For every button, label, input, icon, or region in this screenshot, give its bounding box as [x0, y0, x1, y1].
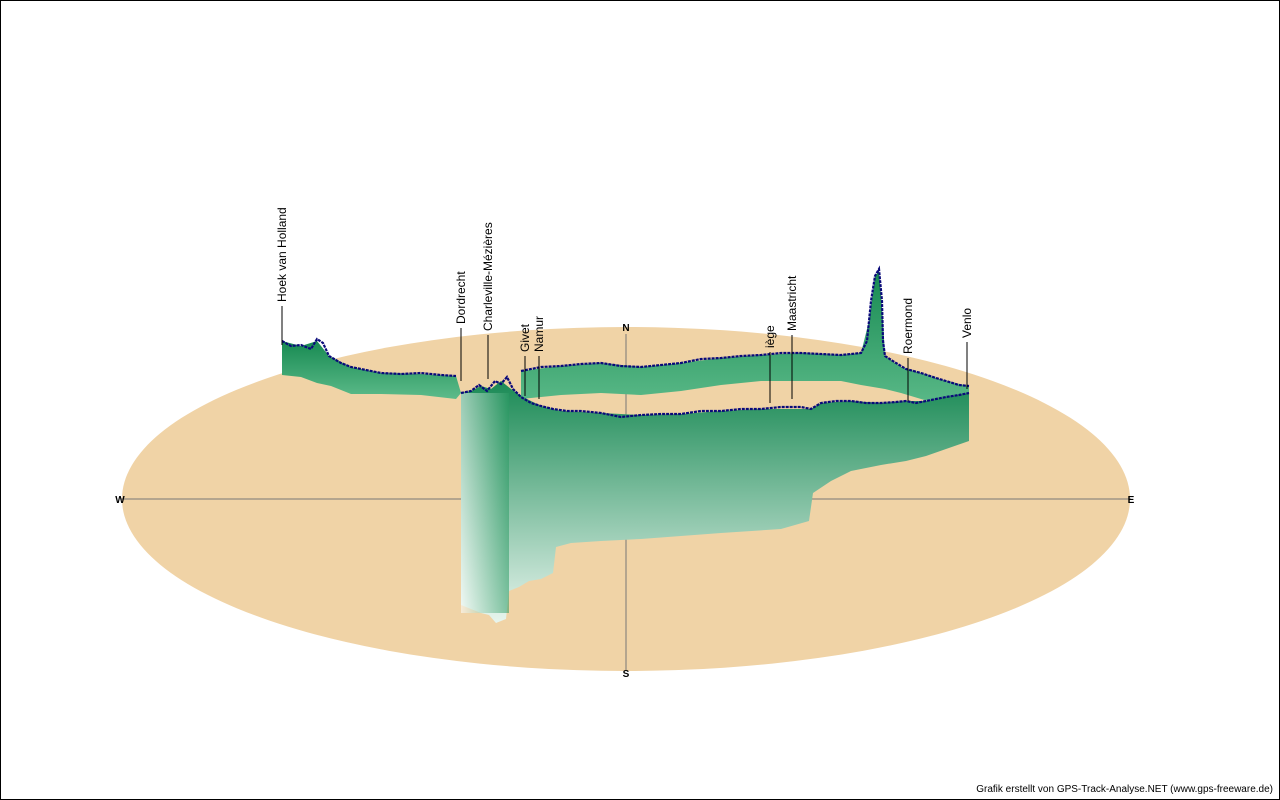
waypoint-label: Maastricht	[785, 275, 799, 331]
compass-west: W	[115, 495, 125, 506]
waypoint-label: Hoek van Holland	[275, 207, 289, 302]
credit-text: Grafik erstellt von GPS-Track-Analyse.NE…	[976, 784, 1273, 795]
waypoint-label: Givet	[518, 323, 532, 352]
waypoint-label: Roermond	[901, 298, 915, 354]
profile-outline-north	[520, 265, 970, 388]
waypoint-label: Charleville-Mézières	[481, 222, 495, 331]
profile-wall-north	[521, 271, 969, 411]
waypoint-label: iège	[763, 325, 777, 348]
compass-south: S	[623, 669, 630, 680]
compass-north: N	[622, 323, 629, 334]
compass-east: E	[1128, 495, 1135, 506]
waypoint-label: Venlo	[960, 308, 974, 338]
profile-wall-white-streak	[461, 393, 509, 613]
profile-outline-north-west	[281, 337, 457, 378]
profile-wall-north-west	[282, 341, 461, 399]
waypoint-label: Namur	[532, 316, 546, 352]
profile-wall-south	[461, 381, 969, 623]
waypoint-markers: Hoek van Holland Dordrecht Charleville-Méz…	[275, 207, 974, 403]
waypoint-label: Dordrecht	[454, 271, 468, 324]
